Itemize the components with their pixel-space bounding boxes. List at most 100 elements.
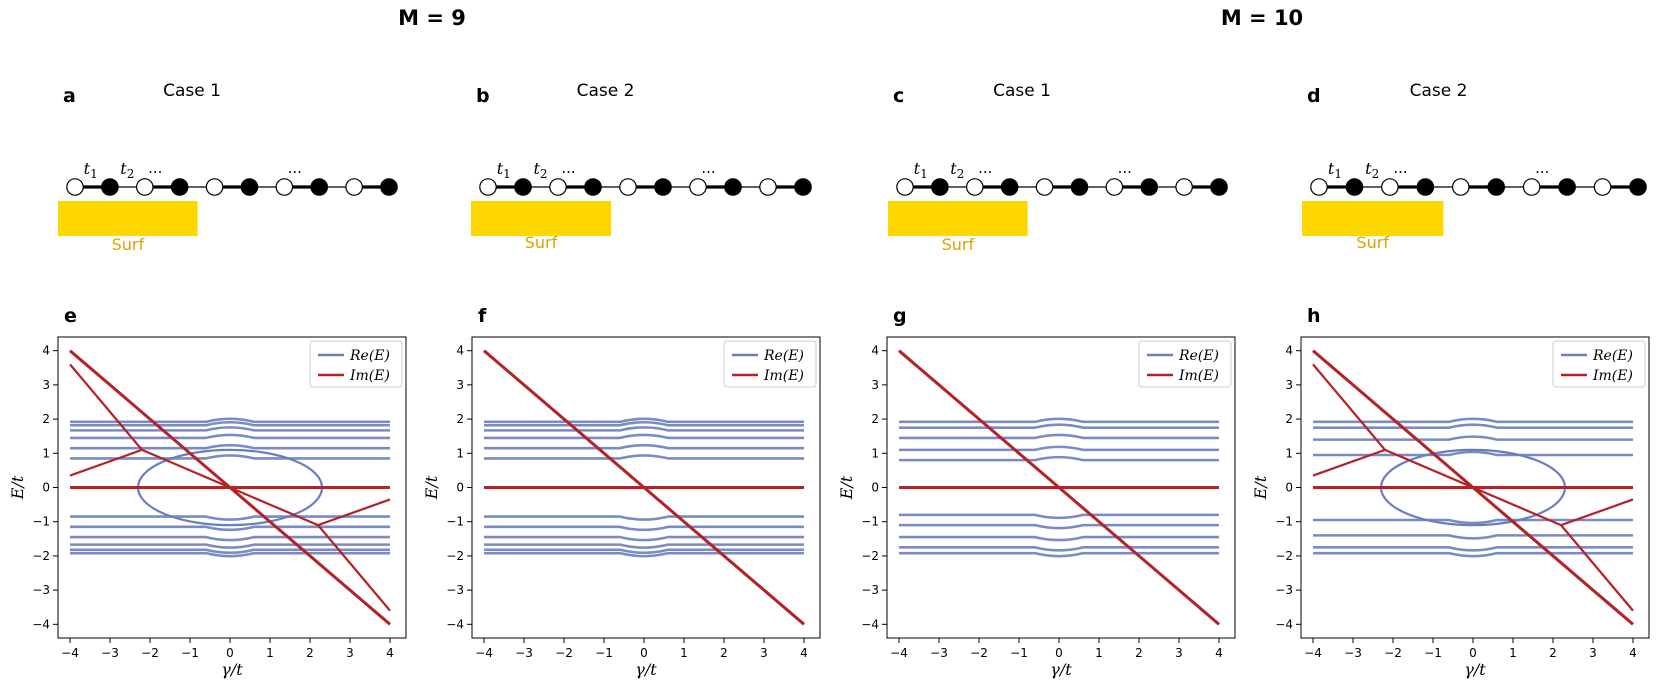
open-site: [1036, 179, 1052, 195]
y-tick-label: −3: [32, 583, 50, 597]
y-tick-label: −3: [1275, 583, 1293, 597]
y-tick-label: 0: [42, 481, 50, 495]
plot-area: [484, 351, 804, 625]
y-tick-label: −1: [1275, 515, 1293, 529]
open-site: [346, 179, 362, 195]
y-tick-label: 4: [456, 344, 464, 358]
x-tick-label: 3: [346, 646, 354, 660]
plots: e −4 −3 −2 −1 0 1 2 3 4 −4 −3 −2 −1 0 1 2 3 4 γ/t E/t Re(E) Im…: [8, 305, 1649, 679]
y-tick-label: 3: [1285, 378, 1293, 392]
im-diagonal: [644, 488, 804, 625]
filled-site: [1630, 179, 1646, 195]
open-site: [1106, 179, 1122, 195]
case-label: Case 2: [1410, 81, 1468, 101]
header-m10: M = 10: [1221, 6, 1303, 30]
case-label: Case 1: [993, 81, 1051, 101]
open-site: [620, 179, 636, 195]
x-tick-label: 3: [1589, 646, 1597, 660]
x-tick-label: 2: [306, 646, 314, 660]
plot-f: f−4 −3 −2 −1 0 1 2 3 4−4−3−2−101234γ/tE/tRe(E)Im…: [422, 305, 820, 679]
y-tick-label: 0: [1285, 481, 1293, 495]
y-tick-label: 2: [1285, 412, 1293, 426]
filled-site: [171, 179, 187, 195]
x-tick-label: 3: [1175, 646, 1183, 660]
x-tick-label: 0: [1469, 646, 1477, 660]
surf-block: [471, 201, 611, 236]
re-level-line: [484, 517, 804, 520]
x-tick-label: −3: [101, 646, 119, 660]
filled-site: [515, 179, 531, 195]
legend-label: Re(E): [349, 348, 390, 364]
x-tick-label: −3: [1344, 646, 1362, 660]
legend-label: Re(E): [1592, 348, 1633, 364]
x-tick-label: −1: [595, 646, 613, 660]
open-site: [1453, 179, 1469, 195]
x-tick-label: 1: [1509, 646, 1517, 660]
im-diagonal: [899, 351, 1059, 488]
re-level-line: [899, 537, 1219, 540]
x-tick-label: −4: [890, 646, 908, 660]
open-site: [276, 179, 292, 195]
legend: Re(E)Im(E): [724, 341, 816, 387]
open-site: [137, 179, 153, 195]
open-site: [1382, 179, 1398, 195]
y-tick-label: −1: [446, 515, 464, 529]
re-level-line: [899, 425, 1219, 428]
re-level-line: [1313, 437, 1633, 440]
panel-letter: d: [1307, 85, 1321, 107]
plot-area: [1313, 351, 1633, 625]
y-tick-label: −4: [1275, 617, 1293, 631]
re-level-line: [70, 537, 390, 540]
x-tick-label: −2: [555, 646, 573, 660]
panel-letter: h: [1307, 305, 1321, 327]
open-site: [690, 179, 706, 195]
legend: Re(E)Im(E): [1139, 341, 1231, 387]
filled-site: [932, 179, 948, 195]
x-tick-label: −1: [181, 646, 199, 660]
plot-g: g−4 −3 −2 −1 0 1 2 3 4−4−3−2−101234γ/tE/tRe(E)Im…: [837, 305, 1235, 679]
chain-panel-d: d Case 2 t1 t2... ... Surf: [1302, 81, 1646, 252]
re-level-line: [484, 545, 804, 548]
re-level-line: [899, 553, 1219, 556]
open-site: [760, 179, 776, 195]
open-site: [1523, 179, 1539, 195]
x-tick-label: 2: [1135, 646, 1143, 660]
x-axis-label: γ/t: [221, 660, 243, 679]
panel-letter: e: [64, 305, 77, 327]
legend-label: Im(E): [349, 368, 390, 384]
re-level-line: [899, 419, 1219, 422]
re-level-line: [484, 527, 804, 530]
y-tick-label: 4: [1285, 344, 1293, 358]
filled-site: [585, 179, 601, 195]
plot-area: [899, 351, 1219, 625]
re-level-line: [899, 525, 1219, 528]
x-tick-label: 4: [1629, 646, 1637, 660]
y-tick-label: −2: [446, 549, 464, 563]
t2-label: t2: [950, 159, 964, 181]
chain-panel-b: b Case 2 t1 t2... ... Surf: [471, 81, 811, 252]
x-tick-label: −2: [1384, 646, 1402, 660]
filled-site: [1417, 179, 1433, 195]
x-axis-label: γ/t: [635, 660, 657, 679]
re-level-line: [1313, 547, 1633, 550]
re-level-line: [899, 435, 1219, 438]
x-tick-label: −3: [515, 646, 533, 660]
surf-block: [58, 201, 198, 236]
filled-site: [1346, 179, 1362, 195]
filled-site: [1071, 179, 1087, 195]
x-tick-label: −1: [1424, 646, 1442, 660]
x-tick-label: −1: [1010, 646, 1028, 660]
y-tick-label: 1: [1285, 446, 1293, 460]
y-tick-label: 3: [42, 378, 50, 392]
filled-site: [725, 179, 741, 195]
filled-site: [1141, 179, 1157, 195]
y-tick-label: −2: [32, 549, 50, 563]
y-tick-label: 4: [42, 344, 50, 358]
legend-label: Re(E): [1178, 348, 1219, 364]
x-tick-label: 4: [386, 646, 394, 660]
ellipsis-label: ...: [148, 159, 162, 177]
y-tick-label: −1: [861, 515, 879, 529]
x-tick-label: −3: [930, 646, 948, 660]
filled-site: [1001, 179, 1017, 195]
header-m9: M = 9: [398, 6, 466, 30]
